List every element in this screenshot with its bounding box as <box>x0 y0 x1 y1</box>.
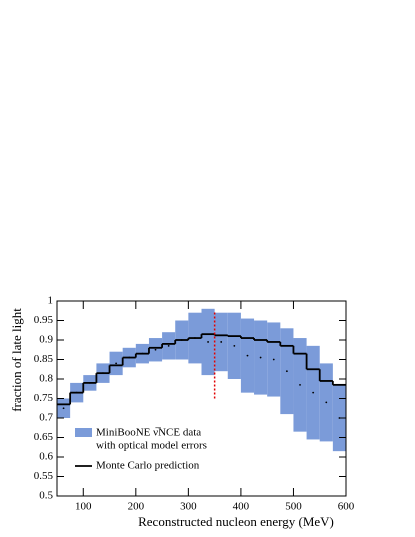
x-tick-label: 400 <box>233 501 250 513</box>
x-axis-label: Reconstructed nucleon energy (MeV) <box>138 514 334 529</box>
data-point <box>154 348 157 351</box>
legend-label: MiniBooNE ν̅NCE data <box>96 427 201 439</box>
data-point <box>180 339 183 341</box>
y-tick-label: 0.7 <box>39 412 53 424</box>
y-tick-label: 0.8 <box>39 373 53 385</box>
data-point <box>167 344 170 347</box>
y-tick-label: 0.6 <box>39 451 53 463</box>
data-point <box>75 391 78 394</box>
x-tick-label: 300 <box>180 501 197 513</box>
data-point <box>102 372 104 375</box>
data-point <box>220 341 223 343</box>
data-point <box>115 362 118 365</box>
data-point <box>246 354 249 357</box>
x-tick-label: 600 <box>338 501 355 513</box>
data-point <box>312 391 315 394</box>
data-point <box>272 358 275 361</box>
y-tick-label: 1 <box>48 295 54 307</box>
data-point <box>325 401 328 404</box>
x-tick-label: 200 <box>128 501 145 513</box>
y-tick-label: 0.75 <box>34 392 54 404</box>
x-tick-label: 500 <box>285 501 302 513</box>
data-point <box>194 337 196 339</box>
data-point <box>285 370 288 373</box>
y-tick-label: 0.95 <box>34 314 54 326</box>
data-point <box>141 352 144 355</box>
legend-swatch <box>75 428 92 437</box>
y-tick-label: 0.9 <box>39 334 53 346</box>
y-tick-label: 0.65 <box>34 431 54 443</box>
data-point <box>128 356 131 359</box>
y-axis-label: fraction of late light <box>9 308 24 412</box>
data-point <box>233 344 236 347</box>
data-point <box>299 383 301 386</box>
legend-label: Monte Carlo prediction <box>96 460 200 472</box>
y-tick-label: 0.5 <box>39 490 53 502</box>
x-tick-label: 100 <box>75 501 92 513</box>
data-point <box>62 407 65 410</box>
legend-label: with optical model errors <box>96 440 207 452</box>
data-point <box>207 341 209 343</box>
y-tick-label: 0.85 <box>34 353 54 365</box>
data-point <box>259 356 262 359</box>
data-point <box>88 382 91 384</box>
y-tick-label: 0.55 <box>34 470 54 482</box>
